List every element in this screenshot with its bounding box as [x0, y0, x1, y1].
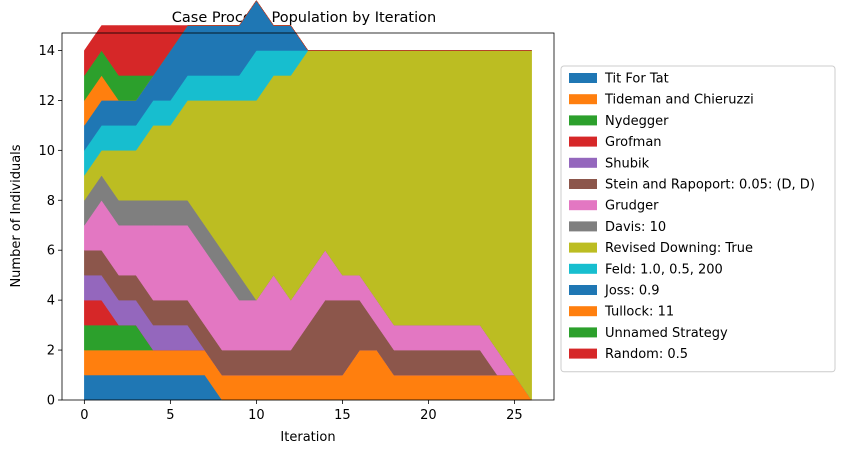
- area-series-13: [84, 0, 532, 77]
- y-tick-label: 12: [38, 94, 55, 109]
- y-tick-label: 4: [47, 294, 55, 309]
- y-axis-ticks: 0 2 4 6 8 10 12 14: [38, 44, 62, 409]
- y-tick-label: 14: [38, 44, 55, 59]
- x-tick-label: 5: [166, 408, 174, 423]
- legend-swatch: [569, 136, 597, 147]
- area-series-group: [84, 0, 533, 401]
- x-tick-label: 15: [334, 408, 351, 423]
- legend: Tit For Tat Tideman and Chieruzzi Nydegger…: [560, 65, 836, 373]
- plot-frame: [61, 32, 555, 401]
- legend-label: Tit For Tat: [604, 72, 669, 87]
- legend-swatch: [569, 179, 597, 189]
- y-tick-label: 6: [47, 244, 55, 259]
- y-tick-label: 2: [47, 344, 55, 359]
- legend-label: Stein and Rapoport: 0.05: (D, D): [605, 178, 815, 193]
- legend-label: Davis: 10: [605, 220, 666, 235]
- legend-frame: [560, 65, 836, 373]
- legend-label: Grofman: [605, 135, 662, 150]
- y-axis-label: Number of Individuals: [9, 144, 24, 287]
- legend-swatch: [569, 306, 597, 317]
- legend-swatch: [569, 221, 597, 232]
- legend-swatch: [569, 263, 597, 274]
- legend-swatch: [569, 200, 597, 211]
- x-tick-label: 10: [248, 408, 265, 423]
- legend-label: Random: 0.5: [605, 347, 688, 362]
- legend-label: Joss: 0.9: [604, 284, 660, 299]
- legend-label: Grudger: [605, 199, 659, 214]
- x-tick-label: 0: [80, 408, 88, 423]
- legend-swatch: [569, 327, 597, 338]
- x-tick-label: 20: [420, 408, 437, 423]
- legend-label: Revised Downing: True: [605, 241, 753, 256]
- legend-label: Shubik: [605, 156, 650, 171]
- x-axis-ticks: 0 5 10 15 20 25: [80, 400, 523, 423]
- legend-label: Tullock: 11: [604, 305, 674, 320]
- legend-swatch: [569, 285, 597, 295]
- legend-label: Unnamed Strategy: [605, 326, 728, 341]
- legend-swatch: [569, 348, 597, 359]
- legend-swatch: [569, 157, 597, 168]
- y-tick-label: 0: [47, 394, 55, 409]
- legend-swatch: [569, 94, 597, 105]
- y-tick-label: 10: [38, 144, 55, 159]
- y-tick-label: 8: [47, 194, 55, 209]
- legend-label: Nydegger: [605, 114, 669, 129]
- chart-title: Case Process Population by Iteration: [172, 10, 436, 26]
- legend-swatch: [569, 242, 597, 253]
- x-tick-label: 25: [506, 408, 523, 423]
- legend-swatch: [569, 115, 597, 126]
- x-axis-label: Iteration: [280, 430, 335, 445]
- legend-label: Feld: 1.0, 0.5, 200: [605, 262, 723, 277]
- legend-swatch: [569, 73, 597, 83]
- legend-label: Tideman and Chieruzzi: [604, 93, 754, 108]
